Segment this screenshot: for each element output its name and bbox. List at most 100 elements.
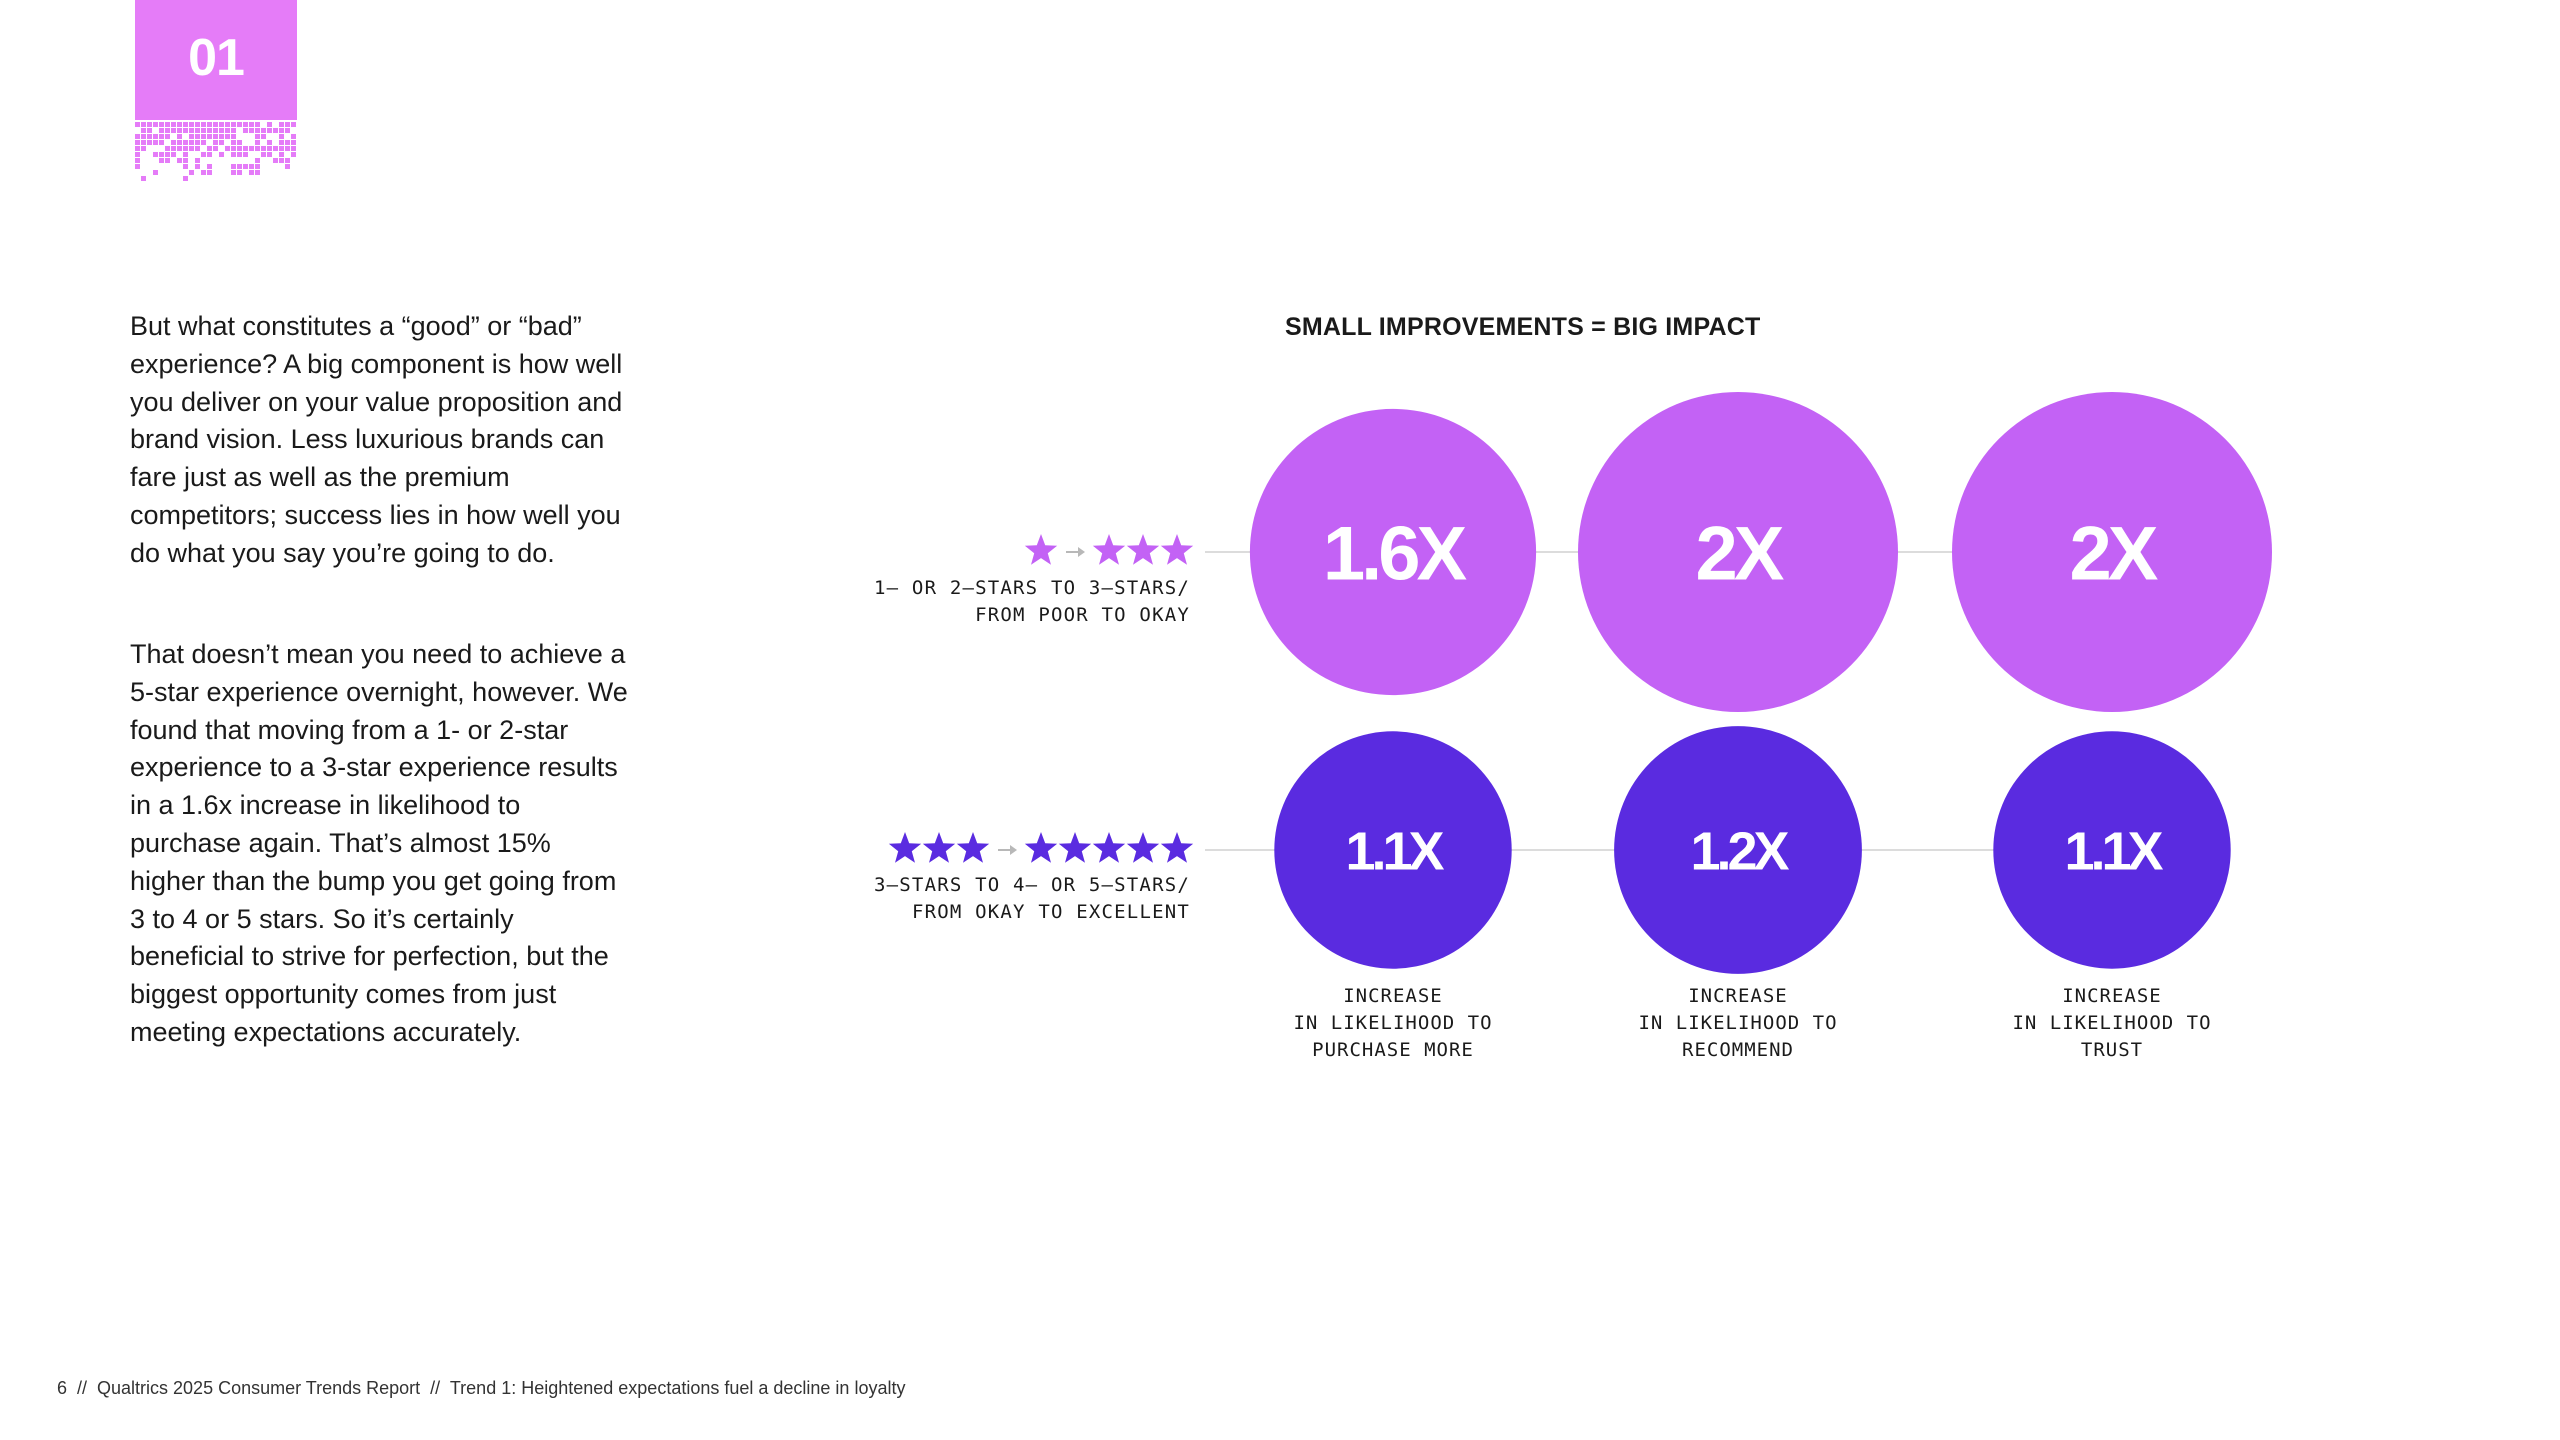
pixel-square	[183, 146, 188, 151]
pixel-square	[159, 122, 164, 127]
pixel-square	[171, 152, 176, 157]
pixel-square	[171, 146, 176, 151]
section-number: 01	[188, 29, 245, 87]
pixel-square	[285, 128, 290, 133]
pixel-square	[171, 140, 176, 145]
pixel-square	[141, 176, 146, 181]
pixel-square	[159, 158, 164, 163]
pixel-square	[195, 128, 200, 133]
pixel-square	[255, 158, 260, 163]
star-icon	[1126, 832, 1160, 863]
pixel-square	[213, 122, 218, 127]
pixel-square	[213, 128, 218, 133]
multiplier-label: 2X	[2070, 511, 2159, 596]
pixel-square	[153, 170, 158, 175]
pixel-square	[183, 152, 188, 157]
pixel-square	[285, 146, 290, 151]
pixel-square	[219, 134, 224, 139]
impact-circle	[1993, 731, 2231, 969]
pixel-square	[207, 134, 212, 139]
pixel-square	[243, 128, 248, 133]
pixel-square	[165, 146, 170, 151]
pixel-square	[213, 140, 218, 145]
pixel-square	[207, 152, 212, 157]
impact-circle	[1614, 726, 1862, 974]
pixel-square	[231, 128, 236, 133]
pixel-square	[141, 146, 146, 151]
pixel-square	[279, 128, 284, 133]
pixel-dissolve-graphic	[135, 122, 296, 181]
pixel-square	[237, 152, 242, 157]
pixel-square	[285, 140, 290, 145]
pixel-square	[147, 134, 152, 139]
star-icon	[1024, 832, 1058, 863]
pixel-square	[237, 140, 242, 145]
pixel-square	[189, 140, 194, 145]
pixel-square	[261, 134, 266, 139]
pixel-square	[237, 170, 242, 175]
pixel-square	[171, 122, 176, 127]
body-paragraph-2: That doesn’t mean you need to achieve a …	[130, 639, 628, 1047]
pixel-square	[183, 176, 188, 181]
pixel-square	[285, 164, 290, 169]
pixel-square	[201, 134, 206, 139]
pixel-square	[183, 140, 188, 145]
pixel-square	[255, 146, 260, 151]
star-icon	[1058, 832, 1092, 863]
column-label-purchase-more: INCREASE IN LIKELIHOOD TO PURCHASE MORE	[1243, 983, 1543, 1064]
pixel-square	[231, 170, 236, 175]
body-paragraph-1: But what constitutes a “good” or “bad” e…	[130, 311, 623, 568]
row-label-line: 3–STARS TO 4– OR 5–STARS/	[874, 874, 1190, 896]
pixel-square	[141, 128, 146, 133]
multiplier-label: 2X	[1696, 511, 1785, 596]
pixel-square	[165, 134, 170, 139]
pixel-square	[261, 152, 266, 157]
arrow-right-icon	[1066, 547, 1085, 557]
star-icon	[1092, 832, 1126, 863]
pixel-square	[255, 134, 260, 139]
pixel-square	[273, 146, 278, 151]
pixel-square	[237, 164, 242, 169]
pixel-square	[279, 158, 284, 163]
pixel-square	[207, 122, 212, 127]
pixel-square	[135, 164, 140, 169]
star-icon	[1092, 534, 1126, 565]
impact-circle	[1952, 392, 2272, 712]
section-badge: 01	[135, 0, 297, 120]
pixel-square	[285, 122, 290, 127]
pixel-square	[147, 140, 152, 145]
pixel-square	[291, 146, 296, 151]
pixel-square	[189, 170, 194, 175]
star-icon	[888, 832, 922, 863]
pixel-square	[135, 146, 140, 151]
pixel-square	[249, 128, 254, 133]
pixel-square	[231, 164, 236, 169]
pixel-square	[159, 140, 164, 145]
pixel-square	[219, 152, 224, 157]
pixel-square	[255, 164, 260, 169]
pixel-square	[225, 122, 230, 127]
column-label-line: IN LIKELIHOOD TO	[1293, 1012, 1493, 1034]
pixel-square	[207, 128, 212, 133]
pixel-square	[285, 158, 290, 163]
pixel-square	[135, 158, 140, 163]
pixel-square	[201, 122, 206, 127]
pixel-square	[201, 128, 206, 133]
pixel-square	[273, 158, 278, 163]
pixel-square	[165, 152, 170, 157]
pixel-square	[183, 164, 188, 169]
pixel-square	[249, 170, 254, 175]
pixel-square	[267, 128, 272, 133]
pixel-square	[267, 122, 272, 127]
star-icon	[1160, 534, 1194, 565]
pixel-square	[231, 140, 236, 145]
pixel-square	[183, 122, 188, 127]
pixel-square	[159, 128, 164, 133]
pixel-square	[165, 128, 170, 133]
multiplier-label: 1.6X	[1323, 511, 1468, 596]
star-icon	[1126, 534, 1160, 565]
pixel-square	[195, 140, 200, 145]
pixel-square	[135, 152, 140, 157]
pixel-square	[231, 146, 236, 151]
pixel-square	[177, 158, 182, 163]
